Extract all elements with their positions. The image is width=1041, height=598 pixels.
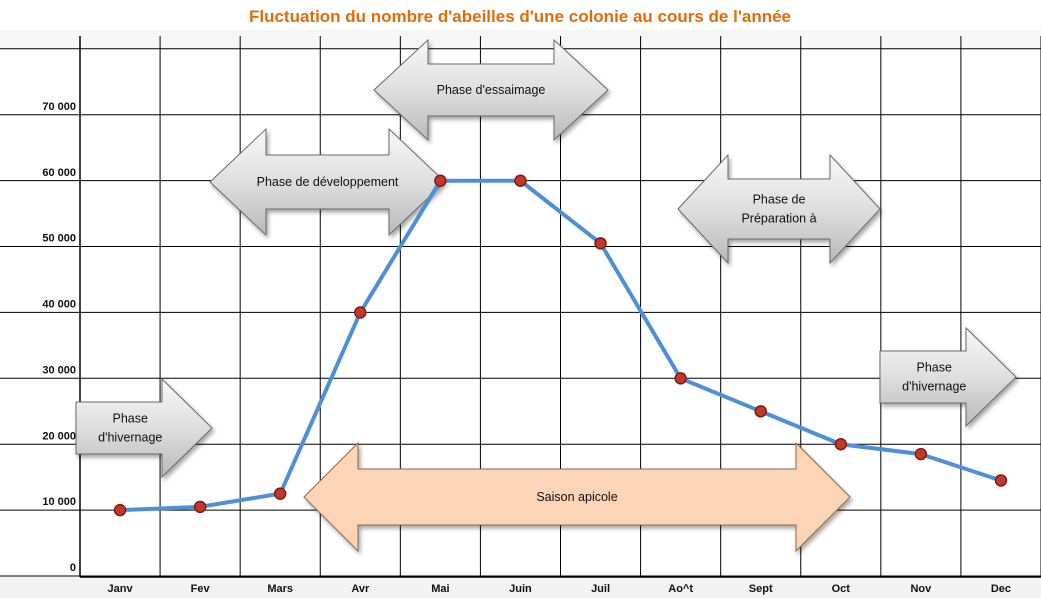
arrow-preparation <box>677 153 881 265</box>
chart-title: Fluctuation du nombre d'abeilles d'une c… <box>249 7 791 26</box>
phase-arrows: Phase d'essaimage Phase de développement P… <box>75 38 1017 553</box>
x-tick-label: Avr <box>351 583 370 595</box>
arrow-essaimage <box>373 38 609 142</box>
arrow-label-essaimage: Phase d'essaimage <box>437 83 546 97</box>
y-tick-label: 70 000 <box>42 101 76 113</box>
data-point <box>674 372 687 385</box>
x-tick-label: Janv <box>108 583 134 595</box>
y-tick-label: 30 000 <box>42 364 76 376</box>
y-tick-label: 0 <box>70 562 76 574</box>
arrow-label-hivernage_debut: d'hivernage <box>98 431 162 445</box>
data-point <box>834 438 848 451</box>
y-tick-label: 50 000 <box>42 233 76 245</box>
data-point <box>193 500 207 514</box>
title-band <box>0 0 1041 49</box>
x-tick-label: Mars <box>267 583 293 595</box>
y-tick-label: 20 000 <box>42 430 76 442</box>
x-tick-label: Sept <box>749 583 773 595</box>
x-axis-ticks: Janv Fev Mars Avr Mai Juin Juil Ao^t Sept Oct Nov D… <box>108 583 1012 595</box>
y-tick-label: 60 000 <box>42 167 76 179</box>
data-point <box>594 237 607 250</box>
x-tick-label: Fev <box>191 583 211 595</box>
arrow-label-developpement: Phase de développement <box>257 175 399 189</box>
x-tick-label: Dec <box>991 583 1011 595</box>
footer-strip <box>0 577 1041 598</box>
series-line <box>118 178 1003 513</box>
arrow-label-hivernage_fin: Phase <box>917 361 952 375</box>
data-point <box>994 474 1008 487</box>
data-point <box>754 405 767 418</box>
y-tick-label: 10 000 <box>42 496 76 508</box>
x-tick-label: Mai <box>431 583 449 595</box>
data-point <box>273 487 287 500</box>
arrow-hivernage_fin <box>879 326 1017 428</box>
arrow-saison <box>303 441 851 553</box>
header-strip <box>0 30 1041 49</box>
y-axis-ticks: 0 10 000 20 000 30 000 40 000 50 000 60 000 70 … <box>42 101 76 574</box>
arrow-label-preparation: Préparation à <box>741 212 816 226</box>
arrow-label-hivernage_debut: Phase <box>113 412 148 426</box>
arrow-label-saison: Saison apicole <box>536 490 617 504</box>
arrow-hivernage_debut <box>75 377 213 479</box>
y-tick-label: 40 000 <box>42 299 76 311</box>
x-tick-label: Oct <box>832 583 851 595</box>
data-point <box>354 306 367 319</box>
data-point <box>514 174 527 187</box>
data-point <box>914 447 928 461</box>
data-point <box>113 503 127 517</box>
population-series <box>113 174 1008 517</box>
x-tick-label: Juin <box>509 583 532 595</box>
arrow-label-preparation: Phase de <box>753 193 806 207</box>
x-tick-label: Ao^t <box>668 583 693 595</box>
x-tick-label: Juil <box>591 583 610 595</box>
arrow-label-hivernage_fin: d'hivernage <box>902 380 966 394</box>
data-point <box>434 174 447 187</box>
x-tick-label: Nov <box>910 583 932 595</box>
